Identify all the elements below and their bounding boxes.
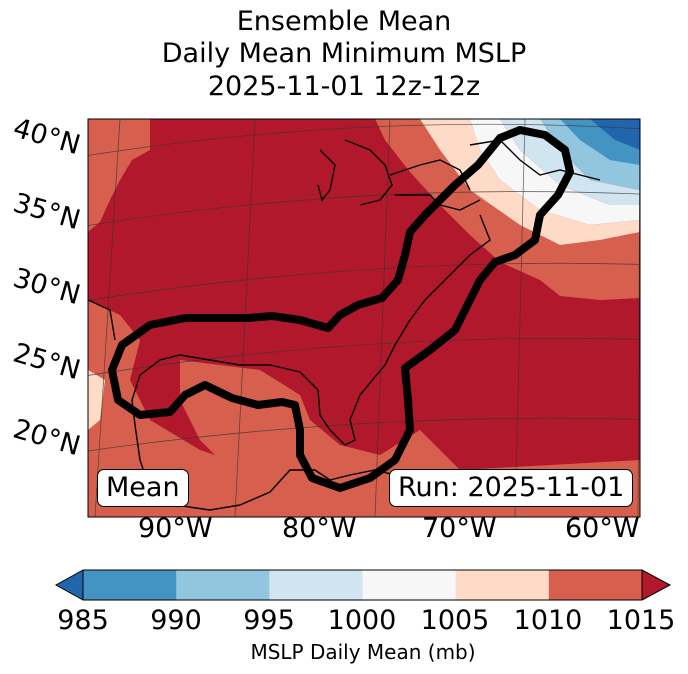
title-line-1: Ensemble Mean <box>236 6 452 37</box>
colorbar-tick-1015: 1015 <box>606 605 676 636</box>
colorbar-segment-4 <box>455 570 550 600</box>
colorbar-segment-high <box>642 570 670 600</box>
colorbar-segment-0 <box>83 570 177 600</box>
colorbar-label: MSLP Daily Mean (mb) <box>250 640 476 664</box>
colorbar-frame <box>82 569 643 601</box>
mslp-field-1010-east <box>375 119 640 300</box>
colorbar-segment-5 <box>548 570 643 600</box>
colorbar-tick-1010: 1010 <box>513 605 583 636</box>
run-label: Run: 2025-11-01 <box>389 469 634 507</box>
graticule <box>88 119 640 517</box>
colorbar-extend-low <box>54 569 84 601</box>
mslp-field-1010-northwest <box>88 119 150 232</box>
lon-label-70w: 70°W <box>422 513 497 544</box>
ensemble-contour <box>108 126 574 492</box>
colorbar-segment-low <box>56 570 83 600</box>
colorbar-tick-985: 985 <box>57 605 109 636</box>
mslp-field-1005-west <box>88 370 105 430</box>
colorbar-tick-1005: 1005 <box>420 605 490 636</box>
lon-label-90w: 90°W <box>138 513 213 544</box>
mean-label: Mean <box>97 469 189 507</box>
title-line-3: 2025-11-01 12z-12z <box>207 71 481 102</box>
lon-label-60w: 60°W <box>565 513 640 544</box>
mslp-field-1005-east <box>420 119 640 245</box>
colorbar-tick-1000: 1000 <box>327 605 397 636</box>
colorbar-segment-1 <box>176 570 270 600</box>
mslp-field-1010-southwest <box>88 300 320 517</box>
colorbar-extend-high <box>641 569 672 601</box>
colorbar-segment-2 <box>269 570 363 600</box>
title-line-2: Daily Mean Minimum MSLP <box>161 38 527 69</box>
coastlines <box>88 139 601 511</box>
lon-label-80w: 80°W <box>282 513 357 544</box>
colorbar-segment-3 <box>362 570 457 600</box>
mslp-field-1000 <box>470 119 640 225</box>
map-frame <box>87 118 641 518</box>
colorbar-tick-995: 995 <box>243 605 295 636</box>
colorbar-tick-990: 990 <box>150 605 202 636</box>
